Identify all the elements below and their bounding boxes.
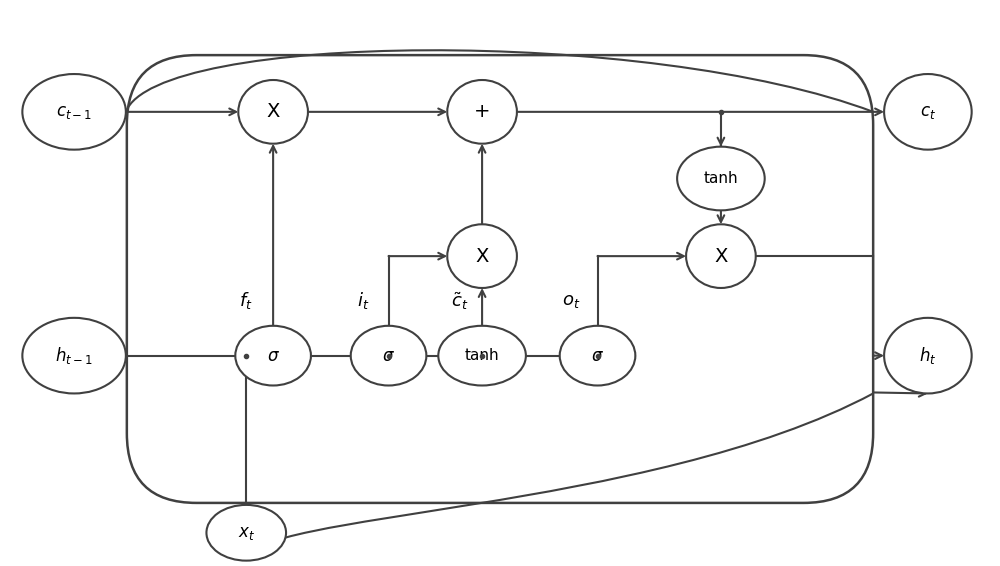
Text: tanh: tanh [704, 171, 738, 186]
Text: $f_t$: $f_t$ [239, 290, 253, 311]
Text: X: X [714, 247, 728, 265]
Text: $h_t$: $h_t$ [919, 345, 937, 366]
Ellipse shape [447, 224, 517, 288]
Ellipse shape [206, 505, 286, 561]
Text: $c_{t-1}$: $c_{t-1}$ [56, 103, 92, 121]
Text: $\tilde{c}_t$: $\tilde{c}_t$ [451, 290, 469, 312]
Text: $c_t$: $c_t$ [920, 103, 936, 121]
Text: $\sigma$: $\sigma$ [267, 346, 280, 365]
Ellipse shape [560, 326, 635, 385]
Ellipse shape [22, 74, 126, 149]
Text: $i_t$: $i_t$ [357, 290, 369, 311]
Text: $\sigma$: $\sigma$ [591, 346, 604, 365]
Ellipse shape [351, 326, 426, 385]
Text: X: X [266, 102, 280, 121]
Text: $\sigma$: $\sigma$ [382, 346, 395, 365]
Text: $o_t$: $o_t$ [562, 292, 581, 310]
Ellipse shape [677, 147, 765, 211]
Text: +: + [474, 102, 490, 121]
Text: tanh: tanh [465, 348, 499, 363]
Text: $x_t$: $x_t$ [238, 524, 255, 542]
Ellipse shape [235, 326, 311, 385]
Ellipse shape [686, 224, 756, 288]
Ellipse shape [238, 80, 308, 144]
FancyBboxPatch shape [127, 55, 873, 503]
Text: $h_{t-1}$: $h_{t-1}$ [55, 345, 93, 366]
Ellipse shape [447, 80, 517, 144]
Ellipse shape [22, 318, 126, 393]
Ellipse shape [884, 74, 972, 149]
Ellipse shape [438, 326, 526, 385]
Ellipse shape [884, 318, 972, 393]
Text: X: X [475, 247, 489, 265]
